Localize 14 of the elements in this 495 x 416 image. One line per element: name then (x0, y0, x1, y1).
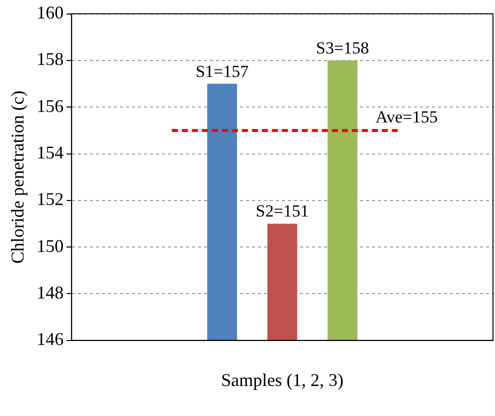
y-tick-label: 160 (36, 2, 64, 23)
y-tick-label: 158 (36, 49, 64, 70)
y-tick-label: 146 (36, 329, 64, 350)
y-tick-label: 152 (36, 189, 64, 210)
ref-line-label: Ave=155 (376, 107, 438, 126)
data-label: S1=157 (196, 62, 250, 81)
data-label: S3=158 (316, 38, 370, 58)
y-tick-label: 154 (36, 142, 64, 163)
y-tick-label: 150 (36, 236, 64, 256)
data-label: S2=151 (256, 202, 309, 221)
x-axis-title: Samples (1, 2, 3) (221, 370, 344, 390)
y-tick-label: 156 (36, 96, 64, 116)
y-tick-label: 148 (36, 282, 64, 302)
y-axis-title: Chloride penetration (c) (8, 90, 28, 264)
